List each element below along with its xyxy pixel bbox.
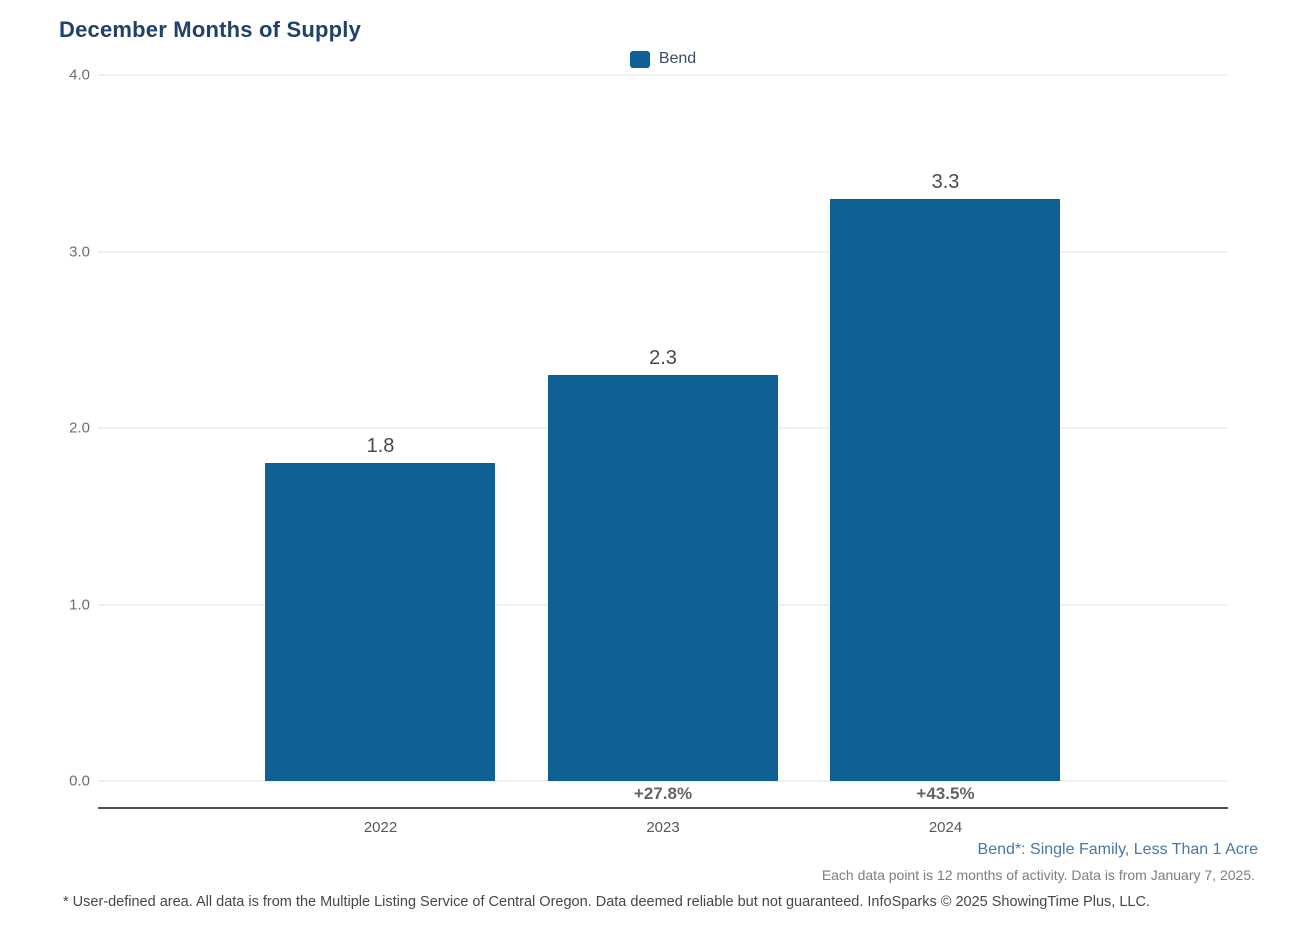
x-axis-label-2022: 2022 bbox=[363, 819, 398, 836]
y-tick-label-0.0: 0.0 bbox=[69, 772, 90, 790]
gridline-4.0 bbox=[98, 74, 1228, 76]
change-label-2024: +43.5% bbox=[916, 784, 975, 803]
bar-group-2024: 3.3 bbox=[830, 171, 1061, 781]
y-tick-label-4.0: 4.0 bbox=[69, 66, 90, 84]
legend-label-bend: Bend bbox=[658, 50, 697, 67]
bar-group-2023: 2.3 bbox=[547, 347, 778, 781]
y-tick-label-3.0: 3.0 bbox=[69, 243, 90, 260]
x-axis-label-2023: 2023 bbox=[646, 819, 680, 836]
bar-2024[interactable] bbox=[830, 198, 1061, 781]
plot-area: 1.8 2.3 3.3 bbox=[98, 74, 1228, 782]
gridline-0.0 bbox=[98, 780, 1228, 782]
chart-legend: Bend bbox=[98, 48, 1228, 70]
x-axis: 2022 2023 2024 bbox=[98, 817, 1228, 839]
bar-value-label-2022: 1.8 bbox=[366, 435, 395, 458]
y-tick-label-2.0: 2.0 bbox=[69, 419, 90, 437]
change-label-row: +27.8% +43.5% bbox=[98, 783, 1228, 807]
change-label-2023: +27.8% bbox=[633, 784, 693, 803]
bar-2023[interactable] bbox=[547, 375, 778, 781]
legend-swatch-bend bbox=[629, 50, 650, 68]
y-tick-label-1.0: 1.0 bbox=[69, 596, 90, 613]
bar-value-label-2024: 3.3 bbox=[931, 170, 960, 193]
data-period-note: Each data point is 12 months of activity… bbox=[821, 867, 1255, 883]
chart-title: December Months of Supply bbox=[59, 17, 362, 42]
y-axis: 0.0 1.0 2.0 3.0 4.0 bbox=[40, 67, 90, 790]
disclaimer-note: * User-defined area. All data is from th… bbox=[63, 894, 1150, 910]
bar-value-label-2023: 2.3 bbox=[649, 347, 677, 370]
bar-group-2022: 1.8 bbox=[265, 435, 496, 781]
series-definition-note: Bend*: Single Family, Less Than 1 Acre bbox=[977, 841, 1258, 858]
x-axis-line bbox=[98, 807, 1228, 809]
x-axis-label-2024: 2024 bbox=[928, 819, 963, 836]
bar-2022[interactable] bbox=[265, 463, 496, 781]
gridline-3.0 bbox=[98, 251, 1228, 252]
